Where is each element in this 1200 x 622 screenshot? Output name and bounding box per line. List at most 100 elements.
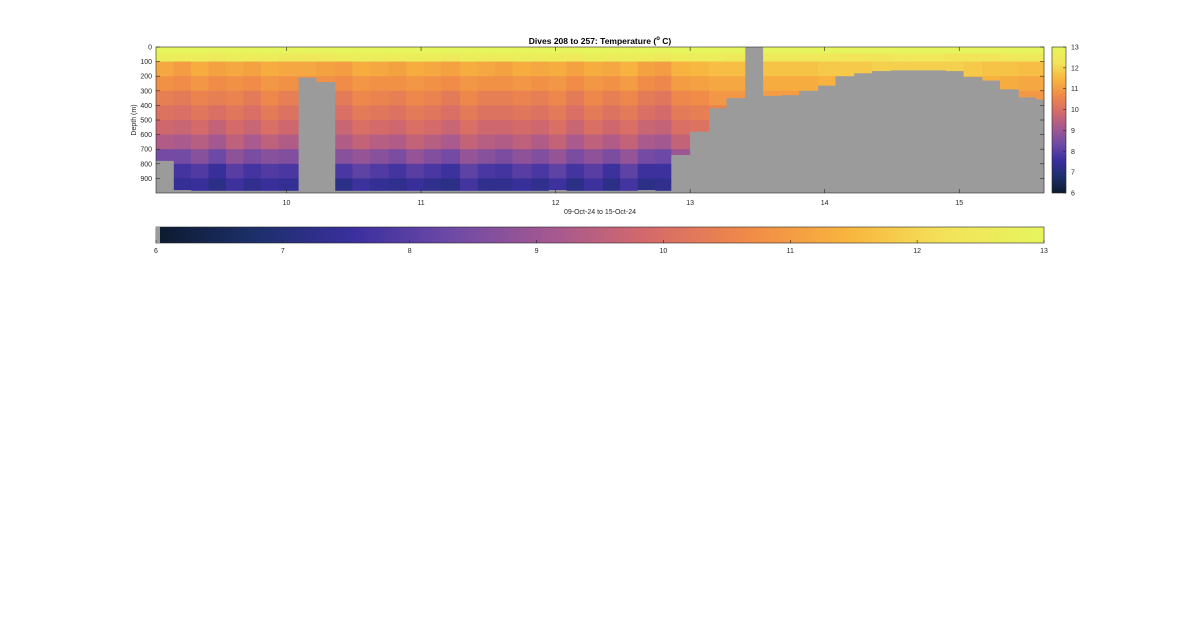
heatmap-cell xyxy=(278,61,299,77)
heatmap-cell xyxy=(208,120,227,135)
no-data-block xyxy=(762,95,782,193)
heatmap-cell xyxy=(602,149,621,165)
heatmap-cell xyxy=(190,47,209,54)
heatmap-cell xyxy=(334,149,353,165)
vertical-colorbar-ticks: 6 7 8 9 10 11 12 13 xyxy=(1063,45,1079,198)
heatmap-cell xyxy=(620,120,638,135)
heatmap-cell xyxy=(548,76,567,92)
heatmap-cell xyxy=(334,105,353,121)
heatmap-cell xyxy=(460,90,478,106)
heatmap-cell xyxy=(441,76,461,92)
heatmap-cell xyxy=(671,47,691,54)
heatmap-cell xyxy=(583,163,603,179)
no-data-block xyxy=(173,190,192,193)
heatmap-cell xyxy=(173,105,192,121)
heatmap-cell xyxy=(208,105,227,121)
heatmap-cell xyxy=(999,47,1019,54)
heatmap-cell xyxy=(477,47,496,54)
heatmap-cell xyxy=(423,163,442,179)
no-data-block xyxy=(243,190,262,193)
heatmap-cell xyxy=(423,178,442,192)
heatmap-cell xyxy=(602,134,621,150)
heatmap-cell xyxy=(406,120,425,135)
heatmap-cell xyxy=(548,90,567,106)
heatmap-cell xyxy=(602,163,621,179)
colorbar-tick-label: 11 xyxy=(1071,86,1078,93)
heatmap-cell xyxy=(369,105,390,121)
heatmap-cell xyxy=(566,76,585,92)
heatmap-cell xyxy=(512,90,532,106)
heatmap-cell xyxy=(655,105,672,121)
heatmap-cell xyxy=(225,90,244,106)
heatmap-cell xyxy=(388,149,407,165)
heatmap-cell xyxy=(690,76,710,92)
heatmap-cell xyxy=(690,105,710,121)
heatmap-cell xyxy=(423,90,442,106)
colorbar-tick-label: 6 xyxy=(1071,191,1075,198)
heatmap-cell xyxy=(208,163,227,179)
heatmap-cell xyxy=(369,76,390,92)
heatmap-cell xyxy=(637,61,656,77)
heatmap-cell xyxy=(583,47,603,54)
heatmap-cell xyxy=(655,134,672,150)
heatmap-cell xyxy=(243,163,262,179)
heatmap-cell xyxy=(708,47,727,54)
heatmap-cell xyxy=(963,61,983,77)
no-data-block xyxy=(208,190,227,193)
heatmap-cell xyxy=(495,90,513,106)
heatmap-cell xyxy=(208,178,227,192)
heatmap-cell xyxy=(225,105,244,121)
heatmap-cell xyxy=(908,47,928,54)
heatmap-cell xyxy=(671,149,691,156)
title-superscript: o xyxy=(656,36,660,42)
heatmap-cell xyxy=(243,76,262,92)
x-tick-label: 13 xyxy=(686,200,694,207)
heatmap-cell xyxy=(637,47,656,54)
horizontal-colorbar-nodata-swatch xyxy=(156,227,160,243)
colorbar-tick-label: 8 xyxy=(1071,149,1075,156)
heatmap-cell xyxy=(260,105,279,121)
y-tick-label: 300 xyxy=(140,88,152,95)
heatmap-cell xyxy=(982,61,1000,77)
heatmap-cell xyxy=(999,76,1019,90)
heatmap-cell xyxy=(708,61,727,77)
heatmap-cell xyxy=(620,76,638,92)
heatmap-cell xyxy=(531,120,550,135)
heatmap-cell xyxy=(369,163,390,179)
no-data-block xyxy=(352,190,371,193)
no-data-block xyxy=(999,89,1019,193)
heatmap-cell xyxy=(799,47,819,54)
heatmap-cell xyxy=(495,178,513,192)
heatmap-cell xyxy=(926,47,947,54)
heatmap-cell xyxy=(583,120,603,135)
heatmap-cell xyxy=(441,105,461,121)
heatmap-cell xyxy=(156,76,174,92)
heatmap-cell xyxy=(460,61,478,77)
heatmap-cell xyxy=(406,149,425,165)
x-tick-label: 10 xyxy=(283,200,291,207)
heatmap-cell xyxy=(352,149,371,165)
no-data-block xyxy=(799,90,819,193)
heatmap-cell xyxy=(441,90,461,106)
heatmap-cell xyxy=(334,61,353,77)
heatmap-cell xyxy=(460,120,478,135)
heatmap-cell xyxy=(982,76,1000,81)
no-data-block xyxy=(1035,99,1045,193)
heatmap-cell xyxy=(690,47,710,54)
heatmap-cell xyxy=(173,149,192,165)
heatmap-cell xyxy=(926,61,947,71)
x-tick-label: 12 xyxy=(552,200,560,207)
heatmap-cell xyxy=(548,61,567,77)
heatmap-cell xyxy=(460,134,478,150)
heatmap-cell xyxy=(854,61,873,74)
heatmap-cell xyxy=(173,134,192,150)
heatmap-cell xyxy=(278,163,299,179)
heatmap-cell xyxy=(982,47,1000,54)
heatmap-cell xyxy=(512,61,532,77)
heatmap-cell xyxy=(388,178,407,192)
no-data-block xyxy=(369,190,390,193)
heatmap-cell xyxy=(260,76,279,92)
heatmap-cell xyxy=(406,105,425,121)
colorbar-tick-label: 13 xyxy=(1071,45,1079,52)
